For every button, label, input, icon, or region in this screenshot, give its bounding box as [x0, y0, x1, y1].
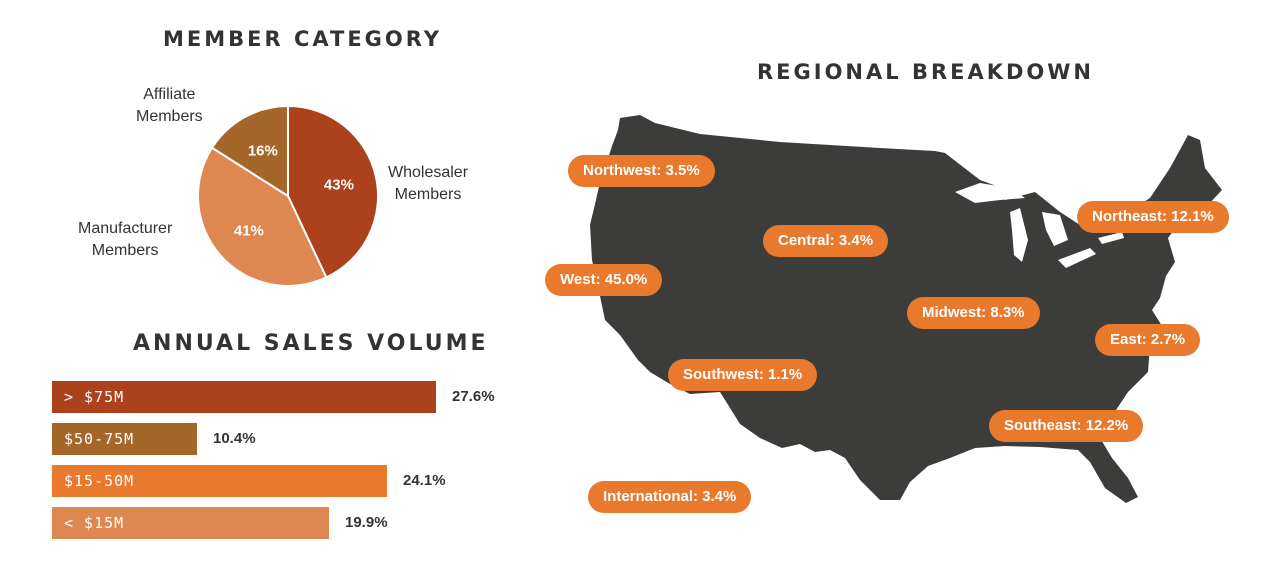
pie-value-wholesaler: 43%	[324, 177, 354, 194]
region-pill-west: West: 45.0%	[545, 264, 663, 296]
region-pill-northeast: Northeast: 12.1%	[1077, 201, 1229, 233]
pie-slice-manufacturer	[197, 146, 328, 287]
region-pill-east: East: 2.7%	[1095, 324, 1201, 356]
region-pill-southeast: Southeast: 12.2%	[989, 410, 1144, 442]
region-pill-midwest: Midwest: 8.3%	[907, 297, 1040, 329]
great-lakes	[955, 183, 1124, 268]
pie-label-wholesaler: Wholesaler Members	[388, 162, 468, 206]
pie-label-manufacturer-line1: Manufacturer	[78, 220, 173, 237]
lake-erie	[1058, 248, 1096, 268]
sales-value-over-75m: 27.6%	[452, 388, 495, 405]
sales-bar-under-15m: < $15M	[52, 507, 329, 539]
pie-label-affiliate-line1: Affiliate	[143, 86, 196, 103]
pie-slice-wholesaler	[287, 104, 379, 279]
pie-label-affiliate: Affiliate Members	[136, 84, 203, 128]
lake-michigan	[1010, 208, 1028, 262]
pie-label-wholesaler-line2: Members	[394, 186, 462, 203]
lake-ontario	[1098, 232, 1124, 244]
sales-value-under-15m: 19.9%	[345, 514, 388, 531]
region-pill-international: International: 3.4%	[588, 481, 752, 513]
member-category-title: MEMBER CATEGORY	[163, 27, 442, 51]
pie-label-manufacturer: Manufacturer Members	[78, 218, 172, 262]
sales-bar-over-75m: > $75M	[52, 381, 436, 413]
sales-value-15-50m: 24.1%	[403, 472, 446, 489]
lake-superior	[955, 183, 1025, 203]
sales-bar-50-75m: $50-75M	[52, 423, 197, 455]
pie-value-manufacturer: 41%	[234, 223, 264, 240]
pie-label-manufacturer-line2: Members	[91, 242, 159, 259]
member-category-pie: 43% 41% 16%	[197, 104, 379, 287]
us-map-shape	[590, 115, 1222, 503]
region-pill-southwest: Southwest: 1.1%	[668, 359, 818, 391]
sales-bar-15-50m: $15-50M	[52, 465, 387, 497]
region-pill-northwest: Northwest: 3.5%	[568, 155, 715, 187]
pie-value-affiliate: 16%	[248, 142, 278, 159]
regional-breakdown-title: REGIONAL BREAKDOWN	[757, 60, 1095, 84]
pie-label-affiliate-line2: Members	[136, 108, 203, 125]
region-pill-central: Central: 3.4%	[763, 225, 889, 257]
lake-huron	[1042, 212, 1068, 246]
sales-value-50-75m: 10.4%	[213, 430, 256, 447]
annual-sales-volume-title: ANNUAL SALES VOLUME	[133, 331, 489, 356]
pie-slice-affiliate	[210, 104, 289, 198]
pie-label-wholesaler-line1: Wholesaler	[388, 164, 469, 181]
